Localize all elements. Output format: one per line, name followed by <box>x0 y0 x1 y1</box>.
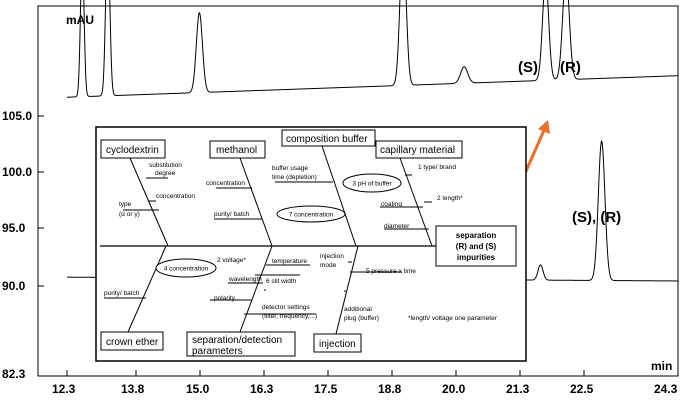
category-cyclodextrin: cyclodextrin <box>106 145 159 156</box>
plot-frame <box>37 5 679 377</box>
fishbone-diagram: separation (R) and (S) impurities cyclod… <box>95 126 527 362</box>
x-tick-label: 15.0 <box>186 382 210 396</box>
effect-line-1: separation <box>456 231 497 240</box>
x-tick-label: 20.0 <box>442 382 466 396</box>
cause-diameter: diameter <box>384 223 410 230</box>
bone-crown-ether <box>127 245 167 333</box>
cause-crown-purity-batch: purity/ batch <box>104 290 140 297</box>
cause-buffer-usage-line-2: time (depletion) <box>272 174 317 181</box>
peak-label-r: (R) <box>560 59 581 76</box>
orange-arrow-head <box>538 120 550 134</box>
cause-concentration-4: 4 concentration <box>164 266 209 273</box>
bone-methanol <box>239 157 273 247</box>
effect-line-3: impurities <box>457 253 496 262</box>
cause-type-brand: 1 type/ brand <box>418 164 456 171</box>
x-axis-unit: min <box>651 359 672 373</box>
y-axis: 105.0 100.0 95.0 90.0 82.3 <box>2 109 44 381</box>
cause-detector-settings-line-2: (filter, frequency,...) <box>262 313 317 320</box>
cause-ph-buffer: 3 pH of buffer <box>352 181 392 188</box>
cause-additional-plug-line-2: plug (buffer) <box>344 315 379 322</box>
y-tick-label: 105.0 <box>2 109 32 123</box>
cause-length: 2 length* <box>437 195 463 202</box>
cause-coating: coating <box>381 201 402 208</box>
bone-injection <box>335 245 359 335</box>
cause-meth-purity-batch: purity/ batch <box>214 211 250 218</box>
y-tick-label: 82.3 <box>2 367 26 381</box>
cause-voltage: 2 voltage* <box>217 257 246 264</box>
x-tick-label: 12.3 <box>52 382 76 396</box>
trace-upper <box>66 0 679 98</box>
cause-concentration-7: 7 concentration <box>289 212 334 219</box>
cause-meth-concentration: concentration <box>206 180 245 187</box>
cause-ellipse-concentration-7 <box>276 205 346 223</box>
cause-wavelength: wavelength <box>228 276 262 283</box>
x-tick-label: 16.3 <box>250 382 274 396</box>
cause-cd-concentration: concentration <box>156 193 195 200</box>
category-box-composition-buffer <box>281 129 376 147</box>
category-injection: injection <box>319 339 356 350</box>
cause-injection-mode-line-2: mode <box>320 262 337 269</box>
effect-box <box>435 225 517 267</box>
cause-substitution-line-1: substitution <box>149 162 182 169</box>
category-box-crown-ether <box>100 331 164 351</box>
cause-buffer-usage-line-1: buffer usage <box>272 165 308 172</box>
cause-ellipse-ph <box>342 173 402 193</box>
cause-pressure-time: 5 pressure x time <box>366 268 416 275</box>
cause-additional-plug-line-1: additional <box>344 306 372 313</box>
x-tick-label: 21.3 <box>506 382 530 396</box>
category-box-capillary-material <box>375 140 463 159</box>
x-tick-label: 24.3 <box>654 382 678 396</box>
peak-label-s: (S) <box>518 59 538 76</box>
category-box-cyclodextrin <box>100 139 166 159</box>
cause-substitution-line-2: degree <box>155 170 176 177</box>
cause-injection-mode-line-1: injection <box>320 253 344 260</box>
bone-cyclodextrin <box>129 157 169 247</box>
cause-polarity: polarity <box>214 295 236 302</box>
category-composition-buffer: composition buffer <box>286 134 368 145</box>
category-box-injection <box>313 333 362 353</box>
y-tick-label: 95.0 <box>2 221 26 235</box>
peak-label-s-r: (S), (R) <box>572 209 621 226</box>
effect-line-2: (R) and (S) <box>456 242 497 251</box>
cause-ellipse-concentration-4 <box>155 258 217 278</box>
category-box-separation-detection <box>186 331 296 357</box>
category-capillary-material: capillary material <box>380 145 455 156</box>
category-methanol: methanol <box>216 145 257 156</box>
x-tick-label: 13.8 <box>121 382 145 396</box>
category-box-methanol <box>209 140 266 159</box>
y-tick-label: 90.0 <box>2 279 26 293</box>
bone-composition-buffer <box>321 145 357 247</box>
cause-type-line-2: (α or γ) <box>119 211 140 218</box>
bone-capillary-material <box>399 157 433 247</box>
bone-separation-detection <box>239 245 273 333</box>
x-axis: 12.3 13.8 15.0 16.3 17.5 18.8 20.0 21.3 … <box>52 370 678 396</box>
category-separation-detection-line-2: parameters <box>192 346 243 357</box>
cause-detector-settings-line-1: detector settings <box>262 304 310 311</box>
category-separation-detection-line-1: separation/detection <box>192 335 282 346</box>
footnote: *length/ voltage one parameter <box>408 315 498 322</box>
category-crown-ether: crown ether <box>106 337 159 348</box>
cause-type-line-1: type <box>119 201 132 208</box>
cause-temperature: temperature <box>272 258 307 265</box>
cause-slit-width: 6 slit width <box>266 278 297 285</box>
y-tick-label: 100.0 <box>2 165 32 179</box>
x-tick-label: 17.5 <box>314 382 338 396</box>
x-tick-label: 18.8 <box>378 382 402 396</box>
x-tick-label: 22.5 <box>570 382 594 396</box>
